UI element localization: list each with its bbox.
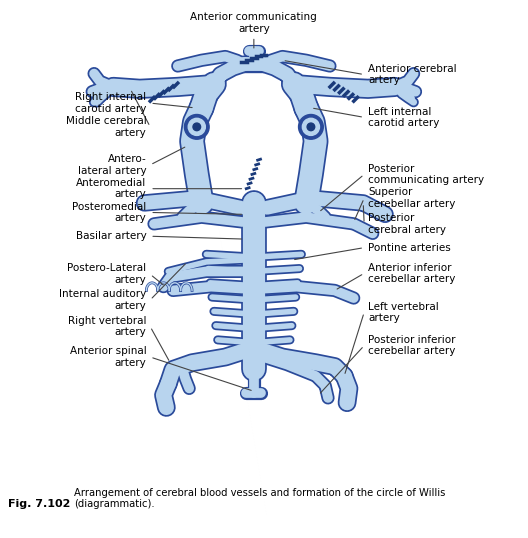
- Text: Antero-
lateral artery: Antero- lateral artery: [78, 154, 146, 176]
- Text: Anterior inferior
cerebellar artery: Anterior inferior cerebellar artery: [368, 263, 455, 284]
- Text: Right internal
carotid artery: Right internal carotid artery: [75, 93, 146, 114]
- Circle shape: [307, 123, 315, 131]
- Text: Internal auditory
artery: Internal auditory artery: [59, 289, 146, 311]
- Text: Left vertebral
artery: Left vertebral artery: [368, 301, 439, 323]
- Text: Posterior inferior
cerebellar artery: Posterior inferior cerebellar artery: [368, 335, 456, 356]
- Text: Anteromedial
artery: Anteromedial artery: [76, 178, 146, 200]
- Text: Right vertebral
artery: Right vertebral artery: [68, 316, 146, 337]
- Text: Posterior
communicating artery: Posterior communicating artery: [368, 164, 484, 185]
- Text: Fig. 7.102: Fig. 7.102: [7, 499, 70, 509]
- Circle shape: [303, 118, 319, 136]
- Circle shape: [188, 118, 205, 136]
- Text: Anterior communicating
artery: Anterior communicating artery: [191, 12, 317, 34]
- Text: Basilar artery: Basilar artery: [76, 231, 146, 241]
- Circle shape: [193, 123, 201, 131]
- Text: Posteromedial
artery: Posteromedial artery: [72, 202, 146, 223]
- Circle shape: [184, 115, 209, 139]
- Text: Superior
cerebellar artery: Superior cerebellar artery: [368, 187, 455, 209]
- Circle shape: [298, 115, 323, 139]
- Text: Pontine arteries: Pontine arteries: [368, 243, 451, 253]
- Text: Postero-Lateral
artery: Postero-Lateral artery: [67, 264, 146, 285]
- Text: Arrangement of cerebral blood vessels and formation of the circle of Willis (dia: Arrangement of cerebral blood vessels an…: [74, 487, 446, 509]
- Text: Anterior spinal
artery: Anterior spinal artery: [70, 346, 146, 368]
- Text: Posterior
cerebral artery: Posterior cerebral artery: [368, 213, 446, 235]
- Text: Middle cerebral
artery: Middle cerebral artery: [65, 116, 146, 138]
- Text: Anterior cerebral
artery: Anterior cerebral artery: [368, 64, 457, 86]
- Text: Left internal
carotid artery: Left internal carotid artery: [368, 107, 439, 128]
